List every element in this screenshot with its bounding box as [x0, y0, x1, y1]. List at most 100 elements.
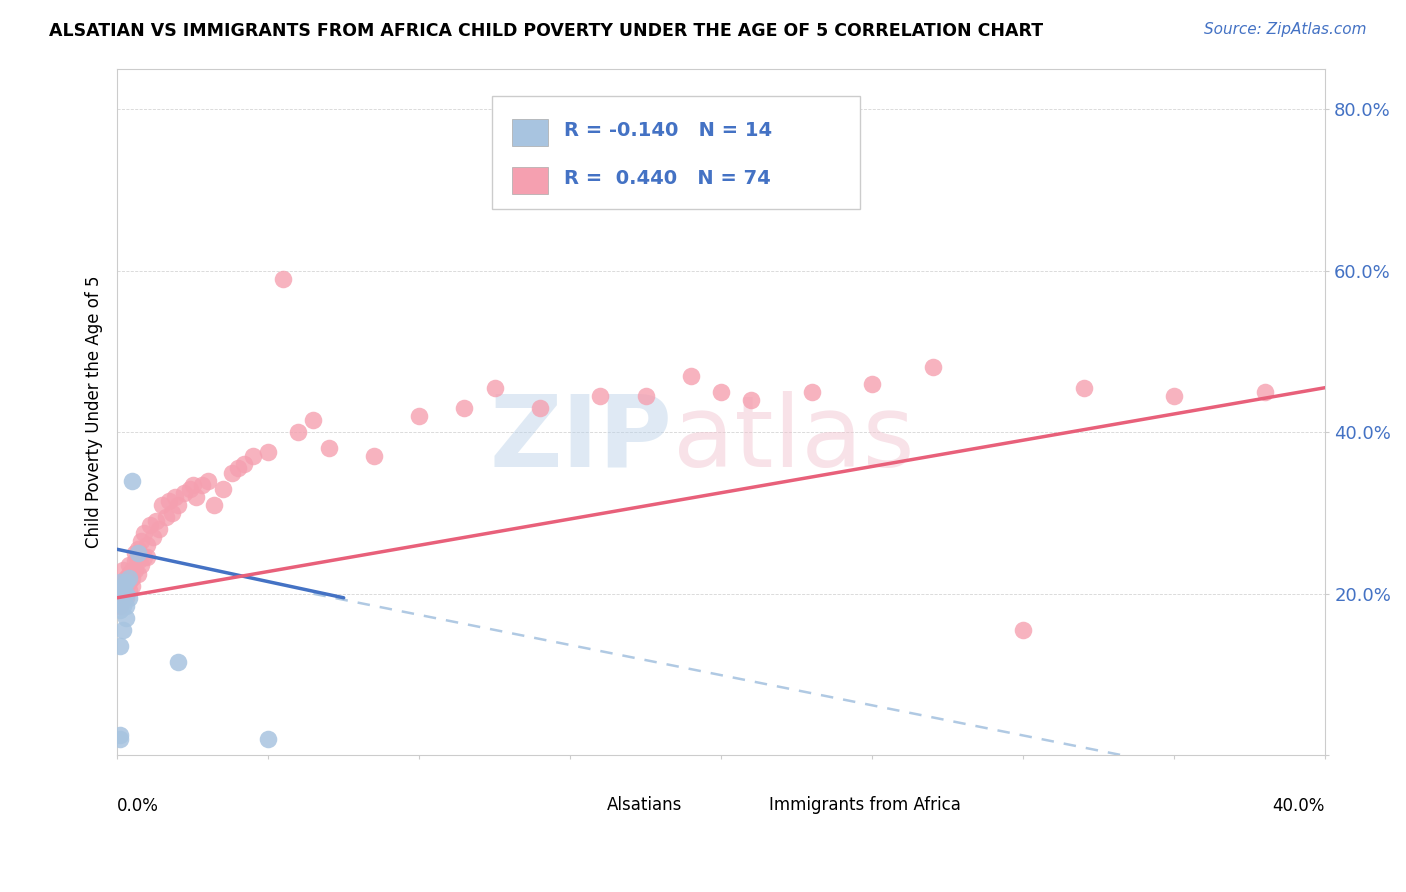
Point — [118, 571, 141, 585]
Point — [115, 571, 138, 585]
Point — [139, 518, 162, 533]
FancyBboxPatch shape — [492, 96, 860, 210]
Point — [179, 482, 201, 496]
Point — [190, 477, 212, 491]
Point — [166, 498, 188, 512]
Text: atlas: atlas — [673, 391, 914, 488]
Point — [589, 389, 612, 403]
Point — [115, 599, 138, 613]
Point — [184, 490, 207, 504]
Point — [212, 482, 235, 496]
Point — [202, 498, 225, 512]
Text: Immigrants from Africa: Immigrants from Africa — [769, 797, 962, 814]
Point — [115, 591, 138, 605]
Point — [112, 574, 135, 589]
Point — [118, 591, 141, 605]
Point — [118, 566, 141, 581]
Point — [108, 579, 131, 593]
Point — [115, 611, 138, 625]
Point — [112, 562, 135, 576]
Point — [1012, 623, 1035, 637]
Point — [740, 392, 762, 407]
Point — [112, 579, 135, 593]
Point — [124, 562, 146, 576]
Point — [157, 493, 180, 508]
Point — [131, 534, 153, 549]
Point — [1163, 389, 1185, 403]
Point — [118, 558, 141, 573]
Text: 0.0%: 0.0% — [117, 797, 159, 814]
Point — [108, 603, 131, 617]
Point — [163, 490, 186, 504]
Point — [142, 530, 165, 544]
Point — [302, 413, 325, 427]
Point — [257, 732, 280, 747]
Text: ALSATIAN VS IMMIGRANTS FROM AFRICA CHILD POVERTY UNDER THE AGE OF 5 CORRELATION : ALSATIAN VS IMMIGRANTS FROM AFRICA CHILD… — [49, 22, 1043, 40]
Point — [710, 384, 733, 399]
Point — [112, 591, 135, 605]
Point — [108, 587, 131, 601]
Point — [453, 401, 475, 415]
Point — [136, 550, 159, 565]
Point — [271, 271, 294, 285]
Y-axis label: Child Poverty Under the Age of 5: Child Poverty Under the Age of 5 — [86, 276, 103, 549]
Point — [1254, 384, 1277, 399]
Point — [197, 474, 219, 488]
Point — [134, 526, 156, 541]
FancyBboxPatch shape — [512, 119, 548, 146]
Point — [173, 485, 195, 500]
Point — [118, 574, 141, 589]
Point — [257, 445, 280, 459]
Point — [529, 401, 551, 415]
Point — [152, 498, 174, 512]
Point — [1073, 381, 1095, 395]
Point — [679, 368, 702, 383]
Point — [115, 587, 138, 601]
Point — [233, 458, 256, 472]
Point — [108, 591, 131, 605]
Point — [121, 474, 143, 488]
Text: Alsatians: Alsatians — [606, 797, 682, 814]
Point — [108, 640, 131, 654]
Point — [115, 574, 138, 589]
Point — [108, 599, 131, 613]
Point — [124, 546, 146, 560]
Point — [112, 587, 135, 601]
Point — [221, 466, 243, 480]
Point — [112, 599, 135, 613]
Text: Source: ZipAtlas.com: Source: ZipAtlas.com — [1204, 22, 1367, 37]
Point — [287, 425, 309, 439]
Point — [408, 409, 430, 423]
Point — [634, 389, 657, 403]
Point — [166, 656, 188, 670]
Text: ZIP: ZIP — [489, 391, 673, 488]
Point — [127, 546, 149, 560]
Point — [112, 591, 135, 605]
Point — [112, 623, 135, 637]
Point — [121, 562, 143, 576]
FancyBboxPatch shape — [564, 793, 598, 819]
Point — [226, 461, 249, 475]
Point — [127, 566, 149, 581]
Point — [921, 360, 943, 375]
Point — [134, 550, 156, 565]
Point — [363, 450, 385, 464]
Text: R = -0.140   N = 14: R = -0.140 N = 14 — [564, 120, 772, 140]
Point — [155, 510, 177, 524]
Text: R =  0.440   N = 74: R = 0.440 N = 74 — [564, 169, 770, 188]
Point — [800, 384, 823, 399]
Point — [121, 579, 143, 593]
Point — [131, 558, 153, 573]
Point — [121, 571, 143, 585]
Point — [127, 554, 149, 568]
Point — [108, 728, 131, 742]
Point — [115, 579, 138, 593]
Point — [181, 477, 204, 491]
Point — [136, 538, 159, 552]
Point — [118, 582, 141, 597]
Point — [242, 450, 264, 464]
Point — [124, 554, 146, 568]
Point — [108, 574, 131, 589]
FancyBboxPatch shape — [512, 167, 548, 194]
Point — [115, 587, 138, 601]
